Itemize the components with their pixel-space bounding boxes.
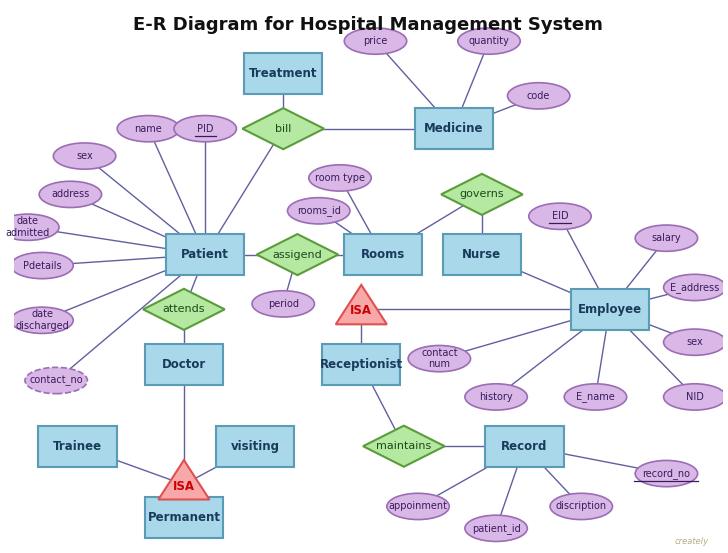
Text: sex: sex <box>76 151 93 161</box>
FancyBboxPatch shape <box>166 234 244 275</box>
Text: contact
num: contact num <box>421 348 458 369</box>
Text: governs: governs <box>459 189 505 200</box>
Ellipse shape <box>11 252 74 279</box>
FancyBboxPatch shape <box>443 234 521 275</box>
Text: contact_no: contact_no <box>29 375 83 386</box>
Ellipse shape <box>636 225 697 251</box>
Text: record_no: record_no <box>642 468 690 479</box>
Text: Nurse: Nurse <box>462 248 502 261</box>
Ellipse shape <box>550 493 612 520</box>
Text: Receptionist: Receptionist <box>320 358 403 371</box>
Text: sex: sex <box>687 337 703 347</box>
Text: Patient: Patient <box>181 248 229 261</box>
Text: address: address <box>51 189 90 200</box>
Ellipse shape <box>174 116 237 142</box>
Polygon shape <box>441 174 523 215</box>
Text: EID: EID <box>552 211 569 221</box>
FancyBboxPatch shape <box>145 497 223 538</box>
Text: Record: Record <box>502 440 547 453</box>
Ellipse shape <box>507 83 570 109</box>
Text: discription: discription <box>555 502 607 512</box>
Text: E_name: E_name <box>576 392 615 403</box>
Text: period: period <box>268 299 298 309</box>
Polygon shape <box>242 108 324 149</box>
Text: date
discharged: date discharged <box>15 310 69 331</box>
Ellipse shape <box>465 515 527 541</box>
Ellipse shape <box>11 307 74 333</box>
Text: E-R Diagram for Hospital Management System: E-R Diagram for Hospital Management Syst… <box>133 17 604 34</box>
Polygon shape <box>363 426 445 467</box>
FancyBboxPatch shape <box>145 343 223 385</box>
Text: appoinment: appoinment <box>389 502 448 512</box>
Ellipse shape <box>252 291 314 317</box>
Ellipse shape <box>25 367 87 394</box>
Text: maintains: maintains <box>376 441 432 451</box>
Ellipse shape <box>564 384 627 410</box>
Text: creately: creately <box>675 537 709 546</box>
Ellipse shape <box>309 165 371 191</box>
Ellipse shape <box>636 461 697 487</box>
Text: quantity: quantity <box>469 36 510 46</box>
Text: rooms_id: rooms_id <box>297 205 341 216</box>
Text: history: history <box>479 392 513 402</box>
Ellipse shape <box>0 214 59 241</box>
Text: PID: PID <box>197 124 213 134</box>
Text: Rooms: Rooms <box>360 248 405 261</box>
Text: Medicine: Medicine <box>424 122 483 135</box>
Ellipse shape <box>408 346 470 372</box>
Ellipse shape <box>663 384 726 410</box>
Text: name: name <box>135 124 162 134</box>
FancyBboxPatch shape <box>344 234 422 275</box>
Text: price: price <box>363 36 388 46</box>
Ellipse shape <box>387 493 449 520</box>
Ellipse shape <box>663 329 726 356</box>
Text: NID: NID <box>686 392 704 402</box>
Text: bill: bill <box>275 124 291 134</box>
Ellipse shape <box>53 143 116 169</box>
Text: Employee: Employee <box>577 303 641 316</box>
Ellipse shape <box>117 116 180 142</box>
FancyBboxPatch shape <box>215 426 294 467</box>
Text: date
admitted: date admitted <box>6 216 50 238</box>
FancyBboxPatch shape <box>244 54 323 95</box>
Ellipse shape <box>458 28 521 54</box>
Text: Doctor: Doctor <box>162 358 206 371</box>
Polygon shape <box>336 285 387 324</box>
Text: ISA: ISA <box>173 479 195 493</box>
Ellipse shape <box>288 197 350 224</box>
Ellipse shape <box>344 28 407 54</box>
FancyBboxPatch shape <box>414 108 493 149</box>
Text: E_address: E_address <box>670 282 719 293</box>
Text: Trainee: Trainee <box>53 440 102 453</box>
FancyBboxPatch shape <box>571 289 649 330</box>
FancyBboxPatch shape <box>39 426 116 467</box>
Ellipse shape <box>663 274 726 301</box>
Text: ISA: ISA <box>350 304 372 317</box>
Text: room type: room type <box>315 173 365 183</box>
Text: salary: salary <box>652 233 681 243</box>
Text: assigend: assigend <box>272 249 323 259</box>
FancyBboxPatch shape <box>486 426 563 467</box>
Text: visiting: visiting <box>230 440 280 453</box>
Text: Pdetails: Pdetails <box>23 260 61 270</box>
Ellipse shape <box>465 384 527 410</box>
Text: attends: attends <box>162 304 205 314</box>
Text: Treatment: Treatment <box>249 67 317 80</box>
Polygon shape <box>257 234 339 275</box>
Text: code: code <box>527 91 550 101</box>
Text: Permanent: Permanent <box>147 511 221 524</box>
Ellipse shape <box>39 181 102 207</box>
Polygon shape <box>159 460 210 499</box>
Text: patient_id: patient_id <box>472 523 521 534</box>
FancyBboxPatch shape <box>323 343 400 385</box>
Ellipse shape <box>529 203 591 229</box>
Polygon shape <box>143 289 225 330</box>
